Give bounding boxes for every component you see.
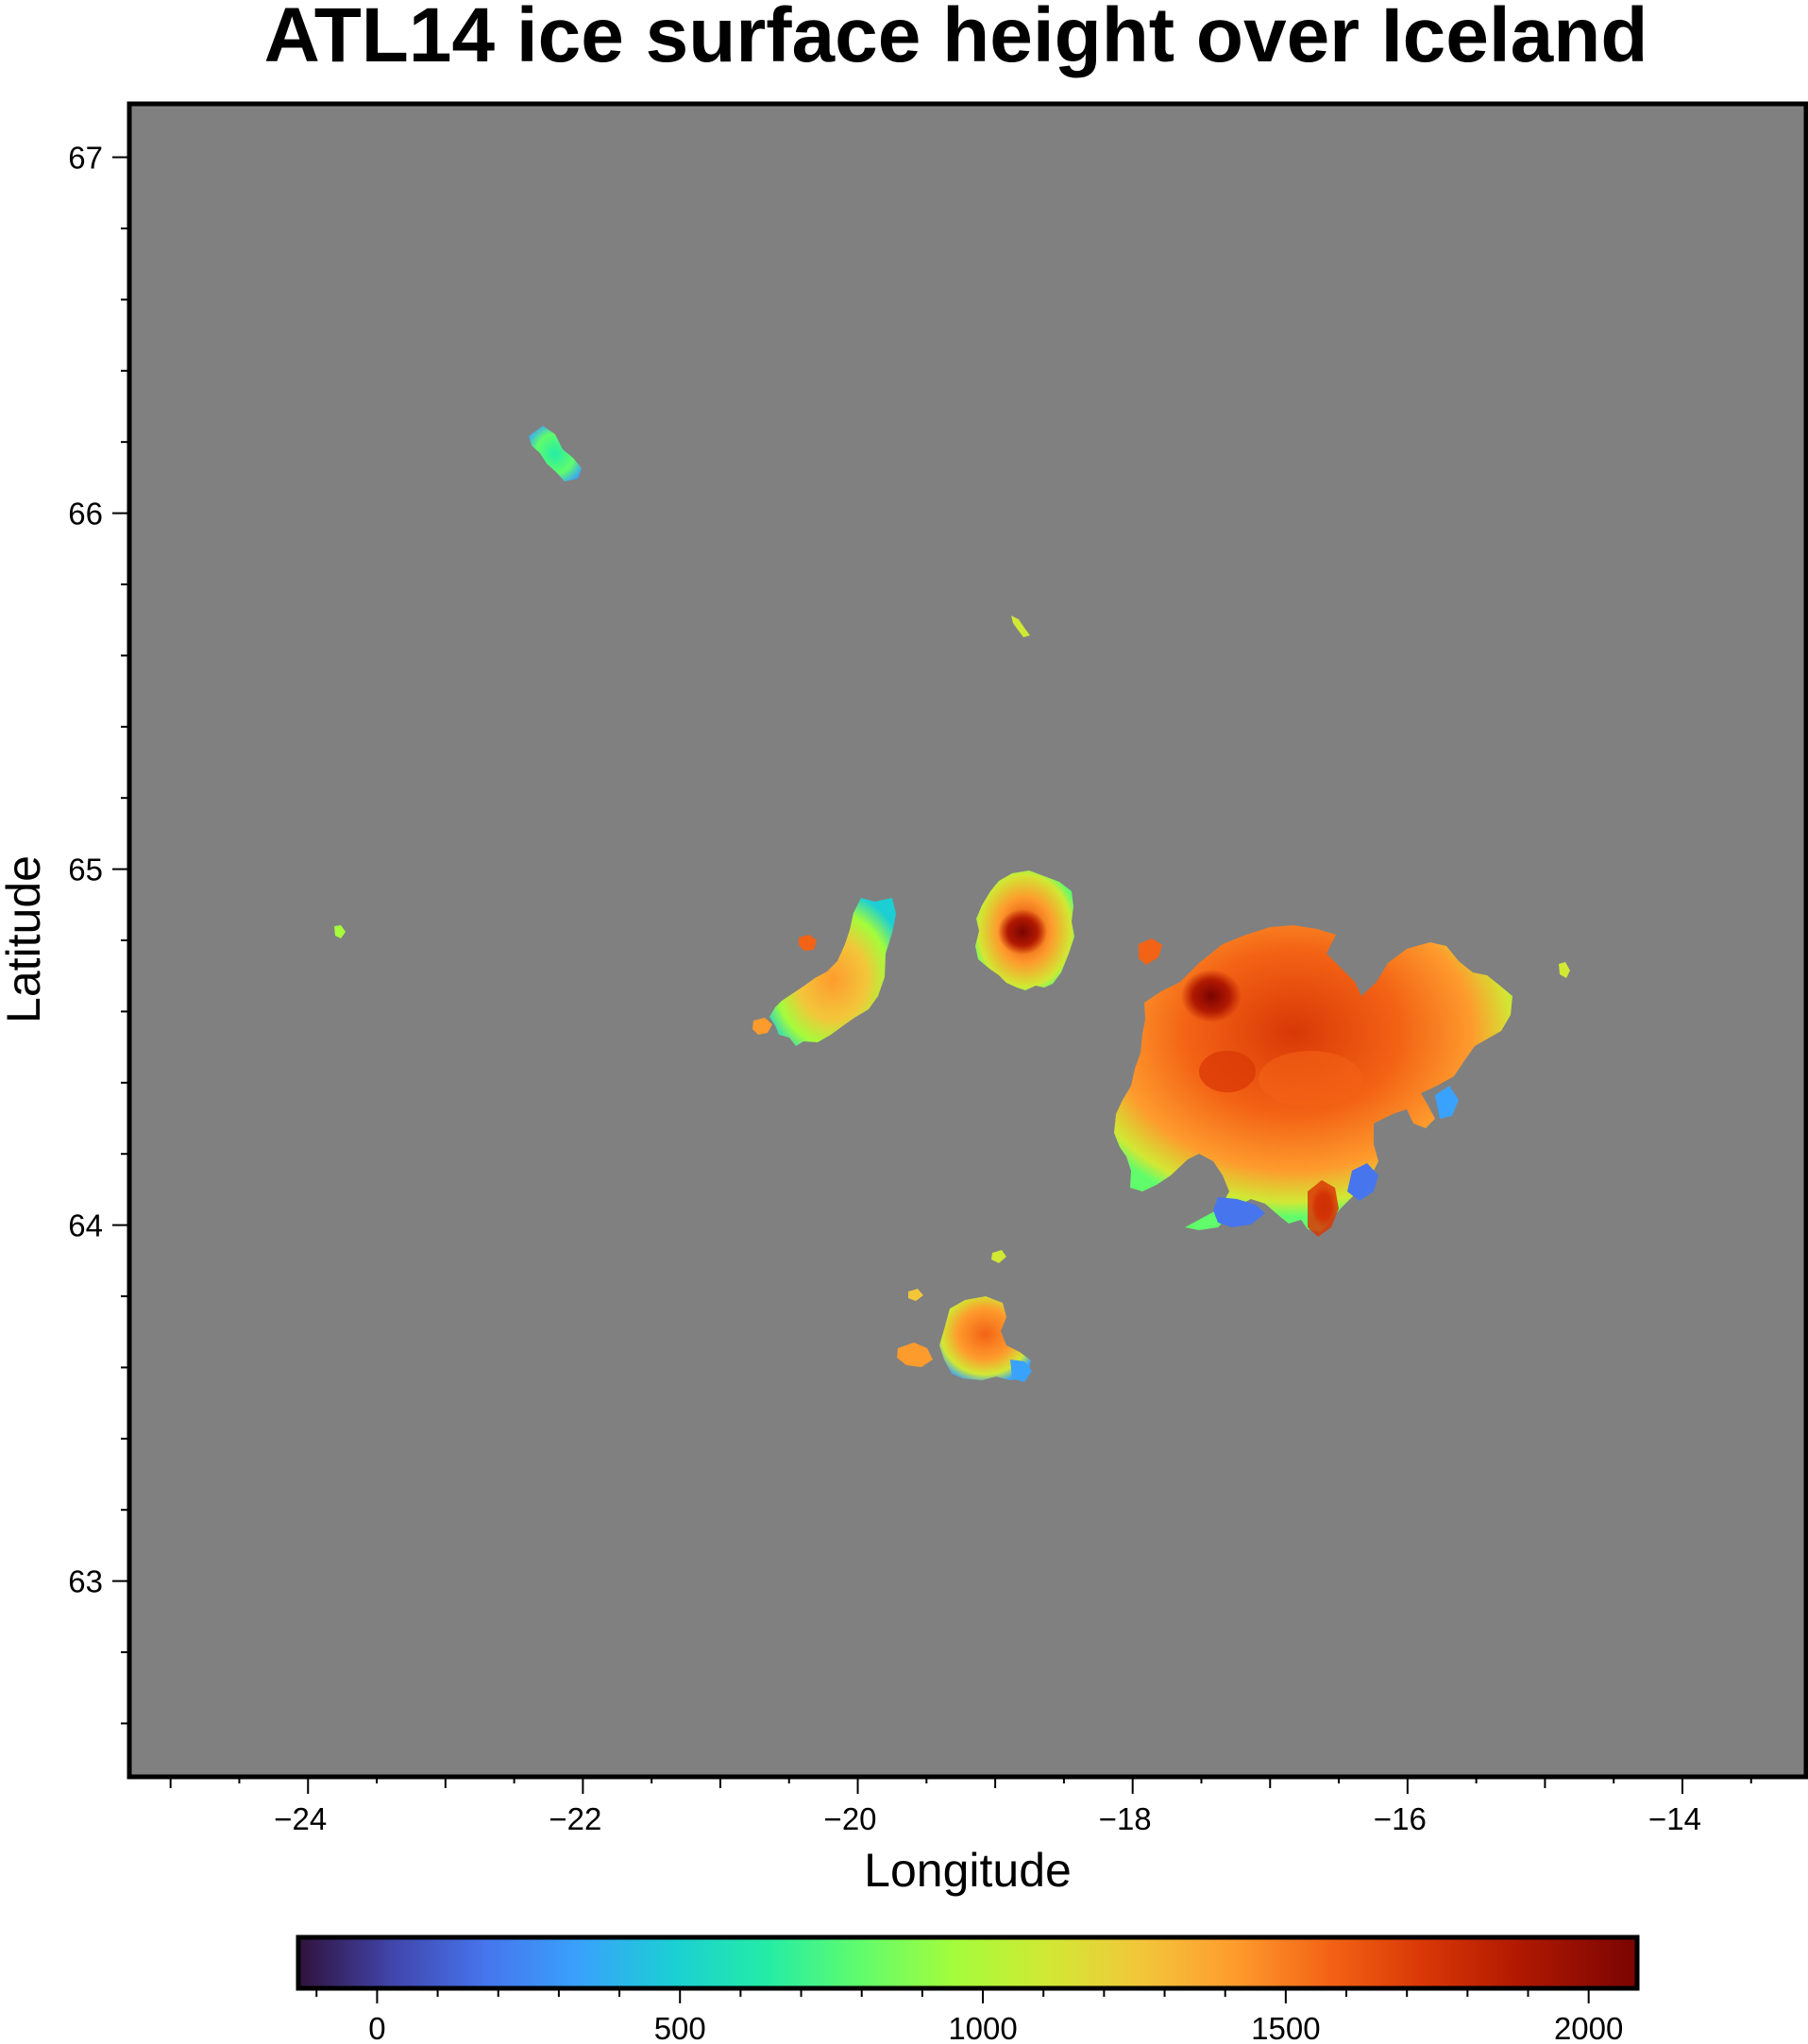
hofsjokull-summit — [998, 909, 1047, 954]
x-tick-label: −16 — [1374, 1801, 1427, 1836]
ice-cap-tungnafellsjokull — [1139, 938, 1162, 965]
x-tick-label: −14 — [1648, 1801, 1701, 1836]
colorbar-tick-label: 1500 — [1251, 2011, 1320, 2044]
y-tick-label: 64 — [68, 1208, 103, 1243]
colorbar-tick-label: 500 — [654, 2011, 706, 2044]
ice-cap-snaefellsjokull — [334, 925, 346, 938]
colorbar — [296, 1934, 1640, 1991]
y-axis-label: Latitude — [0, 855, 50, 1023]
outlet-glacier-skeidararjokull — [1213, 1197, 1265, 1227]
map-title: ATL14 ice surface height over Iceland — [263, 0, 1648, 78]
x-tick-label: −24 — [274, 1801, 327, 1836]
grimsvotn-area — [1199, 1051, 1256, 1092]
x-tick-label: −18 — [1099, 1801, 1152, 1836]
ice-cap-north-patch — [1011, 616, 1030, 637]
y-axis: 63 64 65 66 67 — [68, 141, 127, 1725]
ice-cap-eyjafjallajokull — [897, 1343, 933, 1367]
bardarbunga-summit — [1181, 970, 1242, 1022]
x-axis: −24 −22 −20 −18 −16 −14 — [169, 1779, 1752, 1836]
ice-cap-katla-south-lobe — [1010, 1360, 1032, 1382]
x-tick-label: −20 — [824, 1801, 877, 1836]
y-tick-label: 65 — [68, 853, 103, 887]
colorbar-tick-label: 1000 — [948, 2011, 1017, 2044]
ice-cap-langjokull — [769, 898, 896, 1046]
ice-cap-drangajokull — [529, 426, 582, 481]
colorbar-tick-label: 0 — [368, 2011, 385, 2044]
ice-cap-torfajokull — [991, 1250, 1006, 1263]
colorbar-ticks: 0 500 1000 1500 2000 — [315, 1990, 1623, 2044]
ice-cap-eiriksjokull — [799, 935, 817, 951]
ice-cap-east-patch — [1559, 962, 1570, 978]
map-frame — [127, 101, 1808, 1780]
central-plateau — [1259, 1051, 1362, 1107]
colorbar-tick-label: 2000 — [1554, 2011, 1623, 2044]
x-tick-label: −22 — [549, 1801, 601, 1836]
outlet-glacier-east-lobe — [1435, 1086, 1459, 1119]
map-background — [129, 104, 1806, 1777]
x-axis-label: Longitude — [864, 1844, 1072, 1897]
ice-cap-ok — [752, 1018, 772, 1035]
outlet-glacier-breidamerkurjokull — [1347, 1163, 1378, 1201]
ice-cap-myrdalsjokull — [939, 1296, 1031, 1380]
ice-surface-layer — [334, 426, 1570, 1382]
y-tick-label: 67 — [68, 141, 103, 176]
y-tick-label: 66 — [68, 497, 103, 532]
ice-cap-tindfjallajokull — [908, 1289, 923, 1301]
y-tick-label: 63 — [68, 1564, 103, 1599]
ice-cap-oraefajokull — [1308, 1180, 1339, 1237]
